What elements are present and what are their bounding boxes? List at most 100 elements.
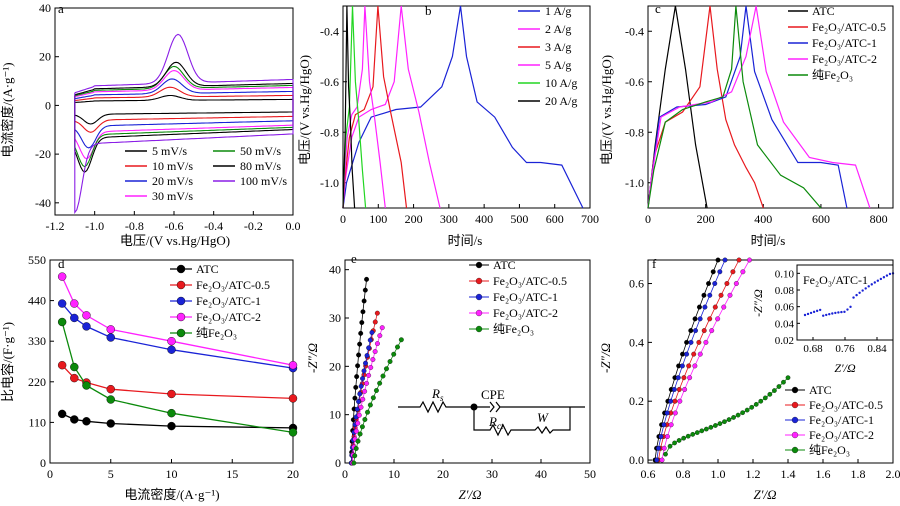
- y-tick-label: 20: [329, 359, 341, 373]
- rate-point: [288, 428, 298, 437]
- legend-marker: [475, 293, 483, 301]
- panel-b-xlabel: 时间/s: [448, 233, 483, 248]
- gcd-series-c-2: [647, 5, 848, 209]
- rate-point: [57, 299, 67, 308]
- legend-text: Fe₂O₃/ATC-2: [196, 310, 261, 324]
- nyq-f-point: [682, 386, 688, 392]
- y-tick-label: 40: [39, 1, 51, 15]
- nyq-f-point: [675, 375, 681, 381]
- legend-marker: [176, 312, 186, 322]
- nyq-f-point: [762, 395, 768, 401]
- panel-c-label: c: [655, 1, 661, 16]
- legend-marker: [475, 261, 483, 269]
- legend-text: 5 mV/s: [152, 144, 187, 158]
- legend-marker: [176, 280, 186, 290]
- panel-e-ylabel: -Z″/Ω: [305, 343, 320, 373]
- inset-point: [858, 291, 861, 294]
- panel-e-xlabel: Z′/Ω: [458, 487, 481, 502]
- y-tick-label: 0: [45, 98, 51, 112]
- x-tick-label: 1.6: [816, 467, 831, 481]
- gcd-series-c-1: [647, 5, 764, 209]
- plot-frame-b: [342, 5, 591, 209]
- x-tick-label: 15: [226, 467, 238, 481]
- nyq-f-point: [676, 386, 682, 392]
- y-tick-label: -0.4: [320, 24, 339, 38]
- legend-text: 2 A/g: [545, 22, 571, 36]
- inset-point: [870, 283, 873, 286]
- plot-frame-e: [344, 259, 591, 464]
- nyq-f-point: [668, 422, 674, 428]
- nyq-e-point: [369, 330, 375, 335]
- x-tick-label: 1.2: [746, 467, 761, 481]
- nyq-e-point: [361, 298, 367, 304]
- x-tick-label: 20: [437, 467, 449, 481]
- x-tick-label: 200: [697, 212, 715, 226]
- nyq-f-line-4: [665, 377, 789, 455]
- x-tick-label: 1.8: [851, 467, 866, 481]
- panel-a-legend: 5 mV/s10 mV/s20 mV/s30 mV/s 50 mV/s80 mV/…: [125, 144, 287, 203]
- inset-point: [864, 287, 867, 290]
- inset-y-tick-label: 0.10: [775, 268, 795, 280]
- nyq-f-point: [715, 316, 721, 322]
- nyq-f-point: [710, 269, 716, 275]
- inset-y-tick-label: 0.06: [775, 302, 795, 314]
- rate-point: [167, 345, 176, 354]
- y-tick-label: 30: [329, 311, 341, 325]
- nyq-e-point: [368, 365, 374, 370]
- nyq-e-point: [364, 276, 370, 282]
- nyq-e-point: [353, 384, 359, 390]
- x-tick-label: 0: [342, 467, 348, 481]
- nyq-f-point: [721, 304, 727, 310]
- rate-series-1: [61, 364, 294, 400]
- nyq-f-point: [747, 257, 752, 263]
- nyq-e-point: [365, 409, 370, 415]
- nyq-f-point: [718, 292, 724, 298]
- nyq-f-point: [685, 433, 691, 439]
- nyq-f-point: [687, 375, 693, 381]
- y-tick-label: -0.8: [625, 125, 644, 139]
- nyq-f-point: [696, 339, 702, 345]
- gcd-series-c-4: [647, 5, 822, 209]
- inset-x-tick-label: 0.76: [835, 343, 855, 355]
- nyq-f-point: [701, 328, 707, 334]
- nyq-e-point: [366, 372, 372, 378]
- nyq-e-point: [360, 396, 366, 402]
- x-tick-label: 500: [510, 212, 528, 226]
- legend-marker: [791, 401, 799, 409]
- panel-a-ylabel: 电流密度/(A·g⁻¹): [0, 62, 15, 157]
- panel-c-ylabel: 电压/(V vs.Hg/HgO): [599, 55, 614, 165]
- equivalent-circuit: Rs CPE Rct W: [398, 386, 585, 437]
- nyq-f-point: [707, 292, 713, 298]
- nyq-f-point: [703, 339, 709, 345]
- nyq-f-point: [713, 423, 718, 428]
- nyq-f-point: [686, 363, 692, 369]
- x-tick-label: 400: [754, 212, 772, 226]
- rate-point: [106, 395, 115, 404]
- panel-b-ylabel: 电压/(V vs.Hg/HgO): [297, 55, 312, 165]
- nyq-f-point: [663, 451, 668, 457]
- inset-y-tick-label: 0.08: [775, 285, 795, 297]
- rate-point: [70, 362, 79, 372]
- nyq-e-point: [352, 453, 358, 459]
- legend-marker: [475, 309, 483, 317]
- inset-point: [809, 311, 813, 315]
- rate-point: [167, 421, 176, 431]
- nyq-f-point: [703, 426, 709, 432]
- inset-y-tick-label: 0.02: [775, 335, 794, 347]
- cv-series-1: [74, 86, 294, 133]
- nyq-f-point: [671, 386, 677, 392]
- nyq-f-point: [758, 398, 764, 404]
- legend-text: 100 mV/s: [240, 174, 287, 188]
- nyq-e-point: [384, 366, 389, 372]
- rate-point: [57, 317, 67, 327]
- rate-point: [167, 408, 176, 418]
- gcd-series-b-3: [342, 5, 386, 209]
- nyq-f-point: [697, 316, 703, 322]
- x-tick-label: -0.2: [244, 219, 263, 233]
- legend-marker: [791, 431, 799, 439]
- x-tick-label: 300: [440, 212, 458, 226]
- legend-marker: [791, 386, 799, 394]
- nyq-e-point: [363, 360, 368, 366]
- rate-series-3: [61, 276, 294, 366]
- y-tick-label: 440: [28, 294, 46, 308]
